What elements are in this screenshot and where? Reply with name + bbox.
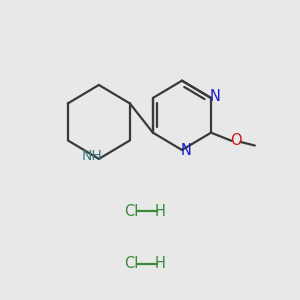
Text: H: H xyxy=(155,256,166,272)
Text: O: O xyxy=(230,134,242,148)
Text: N: N xyxy=(181,143,192,158)
Text: N: N xyxy=(210,89,220,104)
Text: NH: NH xyxy=(82,148,102,163)
Text: Cl: Cl xyxy=(124,204,139,219)
Text: Cl: Cl xyxy=(124,256,139,272)
Text: H: H xyxy=(155,204,166,219)
